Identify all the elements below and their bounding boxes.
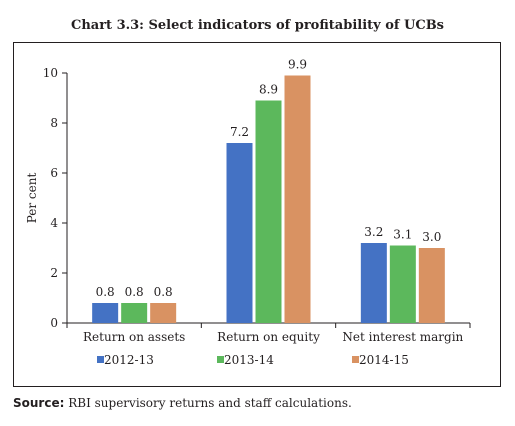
data-label: 3.2: [364, 225, 383, 239]
x-tick-label: Net interest margin: [342, 330, 463, 344]
chart-bars: 0.8 0.8 0.8 7.2 8.9 9.9 3.2 3.1 3.0: [92, 58, 445, 323]
chart-legend: 2012-13 2013-14 2014-15: [97, 353, 409, 367]
data-label: 9.9: [288, 58, 307, 72]
chart-axes: 0 2 4 6 8 10 Per cent Return on assets Return on…: [25, 66, 471, 344]
data-label: 0.8: [96, 285, 115, 299]
y-tick-label: 2: [50, 266, 58, 280]
source-note: Source: RBI supervisory returns and staf…: [13, 396, 352, 410]
data-label: 0.8: [154, 285, 173, 299]
legend-label: 2012-13: [104, 353, 154, 367]
legend-label: 2013-14: [224, 353, 274, 367]
bar: [284, 75, 311, 323]
source-text: RBI supervisory returns and staff calcul…: [64, 396, 352, 410]
legend-swatch: [97, 356, 104, 363]
y-tick-label: 4: [50, 216, 58, 230]
bar: [226, 143, 253, 323]
bar: [389, 245, 416, 323]
chart-title: Chart 3.3: Select indicators of profitab…: [70, 18, 445, 33]
bar: [150, 303, 177, 323]
y-tick-label: 8: [50, 116, 58, 130]
x-tick-label: Return on equity: [217, 330, 320, 344]
chart-frame: [13, 42, 501, 387]
legend-swatch: [352, 356, 359, 363]
data-label: 8.9: [259, 83, 278, 97]
y-axis-label: Per cent: [25, 173, 39, 224]
x-tick-label: Return on assets: [83, 330, 185, 344]
data-label: 0.8: [125, 285, 144, 299]
y-tick-label: 10: [43, 66, 58, 80]
source-label: Source:: [13, 396, 65, 410]
data-label: 3.0: [422, 230, 441, 244]
bar: [121, 303, 148, 323]
y-tick-label: 0: [50, 316, 58, 330]
legend-swatch: [217, 356, 224, 363]
y-tick-label: 6: [50, 166, 58, 180]
bar: [360, 243, 387, 323]
legend-label: 2014-15: [359, 353, 409, 367]
bar: [255, 100, 282, 323]
bar: [418, 248, 445, 323]
data-label: 7.2: [230, 125, 249, 139]
data-label: 3.1: [393, 228, 412, 242]
bar: [92, 303, 119, 323]
